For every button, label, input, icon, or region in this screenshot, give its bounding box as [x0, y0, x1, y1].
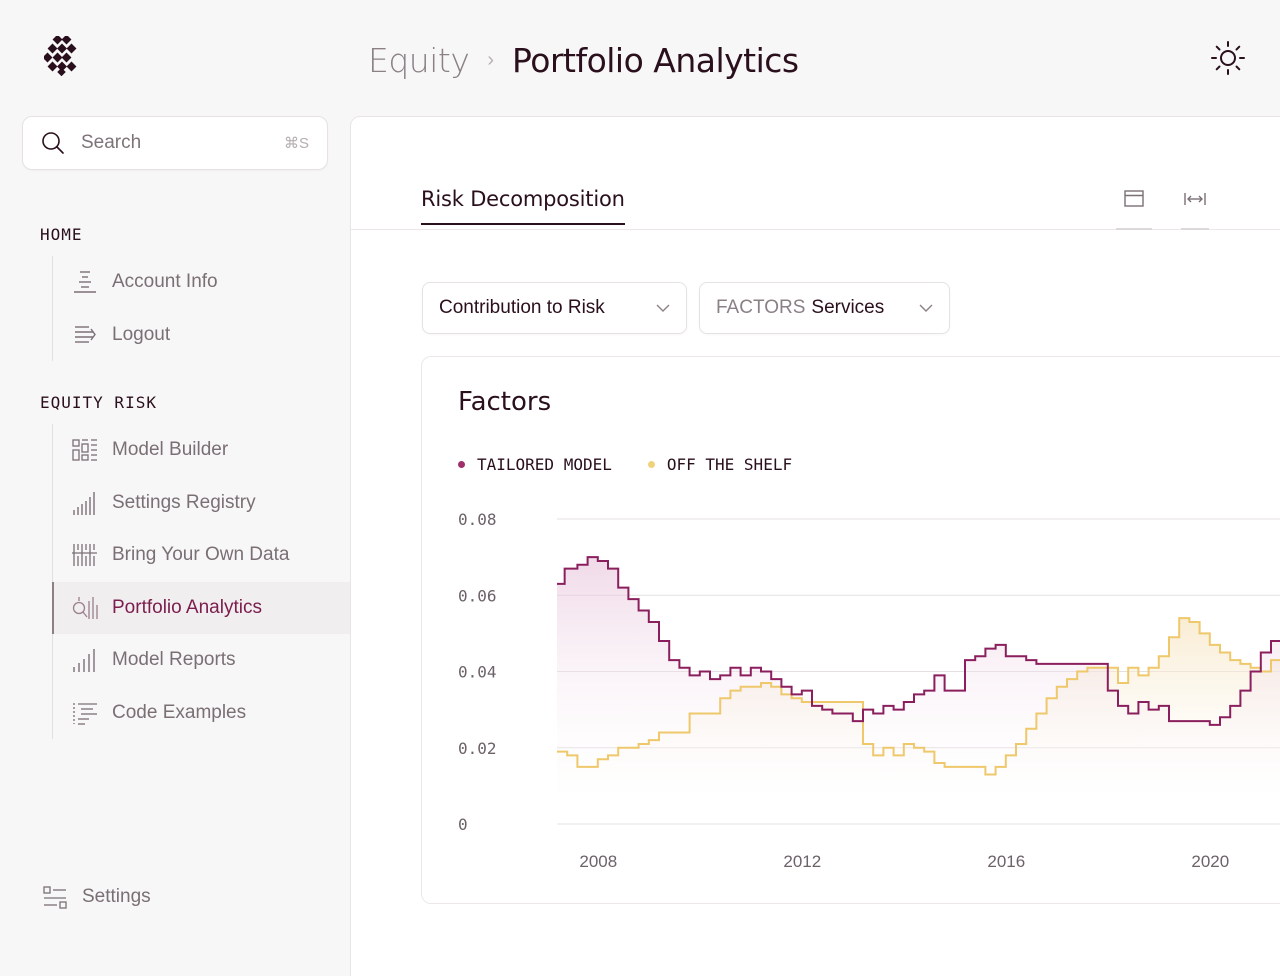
sidebar-item-account-info[interactable]: Account Info — [53, 256, 350, 309]
x-tick-label: 2008 — [579, 852, 617, 871]
portfolio-analytics-icon — [72, 596, 98, 619]
sidebar-item-label: Model Reports — [112, 649, 236, 671]
expand-width-button[interactable] — [1181, 189, 1209, 230]
factors-dropdown[interactable]: FACTORS Services — [699, 282, 950, 334]
settings-registry-icon — [73, 491, 95, 515]
y-tick-label: 0.02 — [458, 739, 497, 758]
sidebar-item-model-reports[interactable]: Model Reports — [53, 634, 350, 687]
nav-group-equity-risk: Model Builder Settings Registry Bring Yo… — [52, 424, 350, 739]
sidebar-item-label: Account Info — [112, 271, 218, 293]
legend-dot-tailored — [458, 461, 465, 468]
logout-icon — [75, 326, 96, 343]
sidebar-item-label: Model Builder — [112, 439, 229, 461]
nav-section-home: HOME — [40, 225, 83, 244]
chart-legend: TAILORED MODEL OFF THE SHELF — [458, 455, 792, 474]
tab-risk-decomposition[interactable]: Risk Decomposition — [421, 187, 625, 225]
legend-label-tailored: TAILORED MODEL — [477, 455, 612, 474]
sidebar-item-label: Portfolio Analytics — [112, 596, 262, 618]
sidebar-item-bring-your-own-data[interactable]: Bring Your Own Data — [53, 529, 350, 582]
sidebar-item-portfolio-analytics[interactable]: Portfolio Analytics — [52, 581, 350, 634]
x-tick-label: 2012 — [783, 852, 821, 871]
sun-icon[interactable] — [1210, 40, 1246, 76]
x-tick-label: 2020 — [1191, 852, 1229, 871]
y-tick-label: 0 — [458, 815, 468, 834]
chevron-right-icon: › — [487, 48, 495, 71]
x-tick-label: 2016 — [987, 852, 1025, 871]
brand-logo[interactable] — [44, 36, 80, 76]
legend-item-shelf[interactable]: OFF THE SHELF — [647, 455, 793, 474]
settings-icon — [43, 886, 67, 909]
nav-group-home: Account Info Logout — [52, 256, 350, 361]
chart-title: Factors — [458, 387, 552, 417]
main-panel: Risk Decomposition Contribution to Risk … — [350, 116, 1280, 976]
nav-section-equity-risk: EQUITY RISK — [40, 393, 157, 412]
page-title: Portfolio Analytics — [512, 40, 799, 80]
search-input[interactable]: Search ⌘S — [22, 116, 328, 170]
breadcrumb-parent[interactable]: Equity — [368, 40, 470, 80]
factors-chart-card: Factors TAILORED MODEL OFF THE SHELF 0.0… — [421, 356, 1280, 904]
search-shortcut: ⌘S — [283, 135, 309, 152]
chevron-down-icon — [656, 304, 670, 312]
breadcrumb: Equity › Portfolio Analytics — [368, 38, 799, 82]
sidebar-item-label: Code Examples — [112, 701, 247, 723]
window-icon — [1124, 190, 1144, 207]
legend-dot-shelf — [647, 461, 655, 468]
byod-icon — [72, 544, 97, 567]
metric-dropdown-value: Contribution to Risk — [439, 297, 605, 318]
factors-dropdown-value: Services — [811, 297, 885, 318]
settings-label: Settings — [82, 886, 151, 907]
sidebar-item-code-examples[interactable]: Code Examples — [53, 687, 350, 740]
search-icon — [42, 132, 64, 154]
account-info-icon — [74, 271, 96, 293]
expand-horizontal-icon — [1184, 193, 1206, 205]
chevron-down-icon — [919, 304, 933, 312]
metric-dropdown[interactable]: Contribution to Risk — [422, 282, 687, 334]
sidebar-item-settings-registry[interactable]: Settings Registry — [53, 477, 350, 530]
factors-dropdown-prefix: FACTORS — [716, 297, 806, 318]
search-placeholder: Search — [81, 132, 142, 153]
series-line-tailored-model[interactable] — [557, 556, 1280, 726]
model-builder-icon — [72, 439, 97, 461]
legend-item-tailored[interactable]: TAILORED MODEL — [458, 455, 612, 474]
sidebar-item-model-builder[interactable]: Model Builder — [53, 424, 350, 477]
window-view-button[interactable] — [1116, 189, 1152, 230]
y-tick-label: 0.04 — [458, 663, 497, 682]
series-line-off-the-shelf[interactable] — [557, 617, 1280, 776]
code-examples-icon — [73, 702, 97, 725]
sidebar-item-settings[interactable]: Settings — [42, 884, 151, 910]
legend-label-shelf: OFF THE SHELF — [666, 455, 793, 474]
model-reports-icon — [73, 649, 95, 673]
sidebar-item-label: Settings Registry — [112, 491, 256, 513]
area-tailored-model — [557, 557, 1280, 813]
sidebar-item-label: Bring Your Own Data — [112, 544, 290, 566]
sidebar-item-label: Logout — [112, 323, 171, 345]
y-tick-label: 0.06 — [458, 586, 497, 605]
sidebar-item-logout[interactable]: Logout — [53, 309, 350, 362]
y-tick-label: 0.08 — [458, 510, 497, 529]
tab-bar: Risk Decomposition — [351, 117, 1280, 230]
factors-line-chart: 0.08 0.06 0.04 0.02 0 2008 2012 2016 2020 — [458, 510, 1280, 871]
